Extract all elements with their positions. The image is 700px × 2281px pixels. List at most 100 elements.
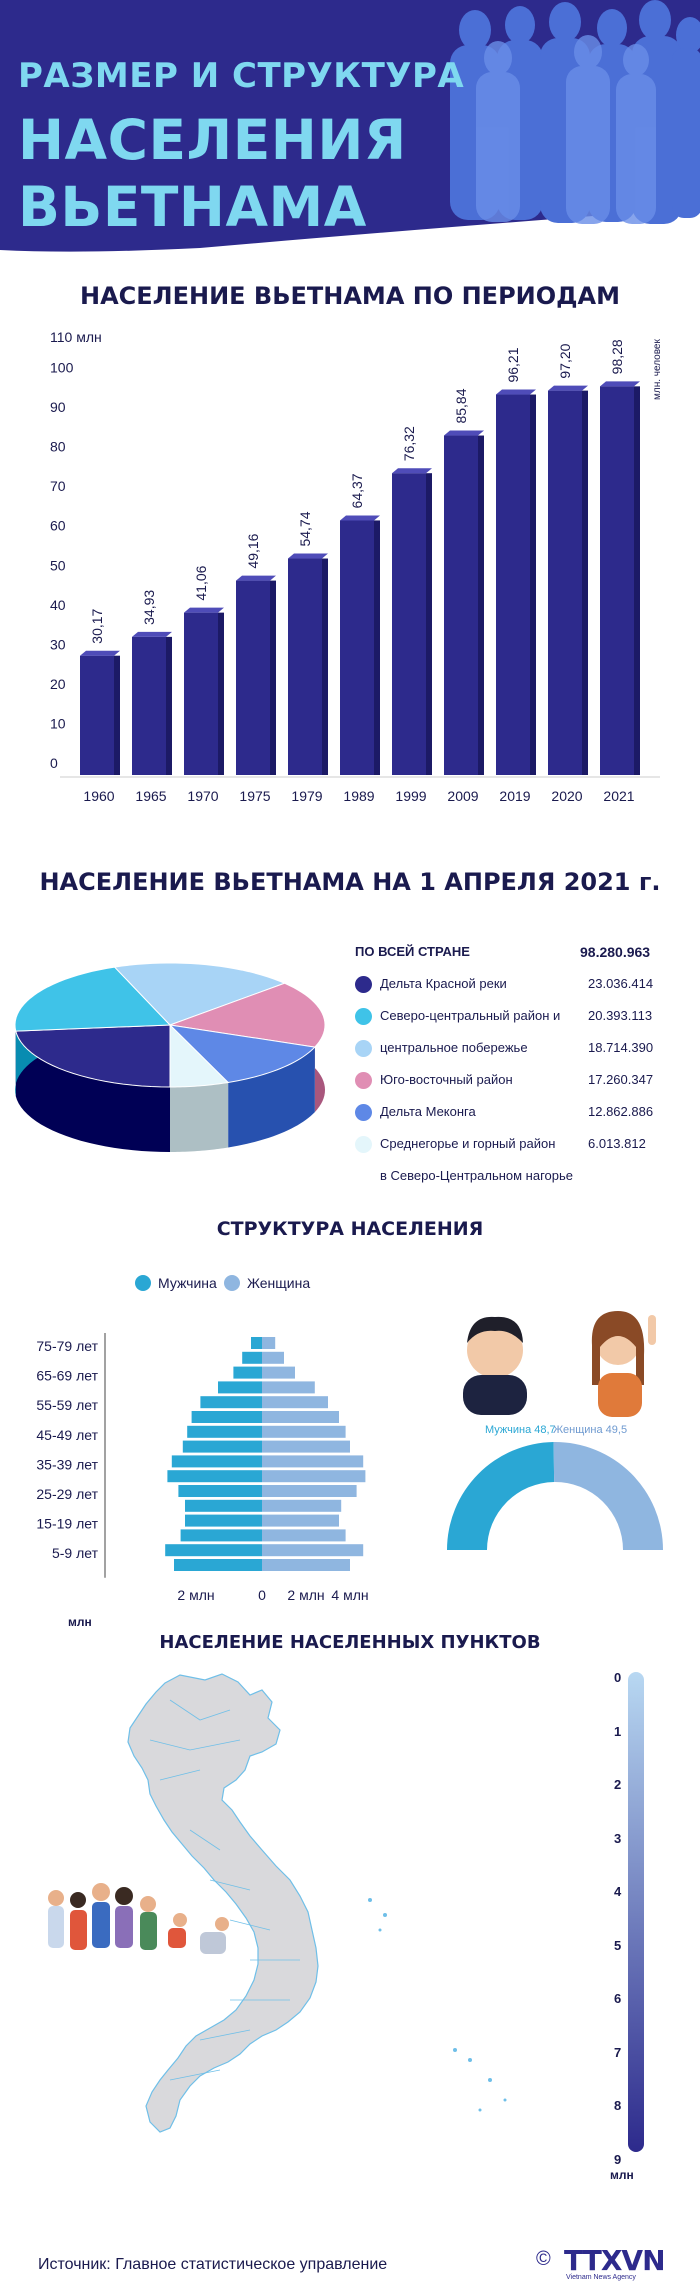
legend-value: 20.393.113 [588,1008,653,1023]
legend-label: Дельта Меконга [380,1104,476,1119]
bar-side [582,390,588,775]
legend-swatch [355,1008,372,1025]
bar-value-label: 41,06 [193,565,209,600]
scale-tick-label: 2 [614,1777,622,1792]
bar-value-label: 76,32 [401,426,417,461]
y-tick-label: 20 [50,676,66,692]
bar-side [634,386,640,775]
bar [80,655,114,775]
female-bar [262,1366,295,1379]
y-tick-label: 50 [50,557,66,573]
x-tick-label: 1970 [187,788,218,804]
bar-value-label: 30,17 [89,608,105,643]
logo-sub: Vietnam News Agency [566,2274,636,2281]
bar-side [322,558,328,775]
bar [184,612,218,775]
male-avatar-icon [467,1322,523,1378]
scale-tick-label: 3 [614,1830,622,1846]
map-title: НАСЕЛЕНИЕ НАСЕЛЕННЫХ ПУНКТОВ [159,1632,541,1653]
pie-chart-title: НАСЕЛЕНИЕ ВЬЕТНАМА НА 1 АПРЕЛЯ 2021 г. [39,868,661,896]
islands [368,1898,507,2112]
x-tick-label: 2009 [447,788,478,804]
bar-side [114,655,120,775]
age-label: 35-39 лет [36,1456,98,1472]
scale-tick-label: 9 [614,2151,622,2167]
pie-slice-side [15,1031,170,1152]
legend-value: 18.714.390 [588,1040,654,1055]
vietnam-map-shape [127,1673,319,2133]
legend-female-label: Женщина [247,1275,310,1291]
legend-label: в Северо-Центральном нагорье [380,1168,574,1183]
bar [496,394,530,775]
bar-top [600,381,640,387]
bar-side [166,636,172,775]
male-bar [182,1440,262,1453]
source-text: Источник: Главное статистическое управле… [38,2256,388,2273]
female-bar [262,1455,364,1468]
header-background [0,0,700,252]
bar [392,473,426,775]
x-tick-label: 2020 [551,788,582,804]
gauge-male-segment [447,1442,555,1550]
y-tick-label: 60 [50,518,66,534]
title-line-1: РАЗМЕР И СТРУКТУРА [18,56,465,96]
female-bar [262,1396,328,1409]
bar-top [340,515,380,521]
x-tick-label: 2 млн [177,1587,214,1603]
copyright-icon: © [536,2248,551,2270]
bar [444,435,478,775]
pie-slice [168,1024,316,1084]
scale-tick-label: 8 [614,2098,622,2113]
bar-side [218,612,224,775]
scale-tick-label: 1 [614,1723,622,1739]
bar [548,390,582,775]
scale-tick-label: 6 [614,1991,622,2006]
female-bar [262,1559,350,1571]
title-line-2: НАСЕЛЕНИЯ [18,108,407,172]
pie-slice [169,1023,230,1088]
female-bar [262,1485,357,1497]
population-periods-title: НАСЕЛЕНИЕ ВЬЕТНАМА ПО ПЕРИОДАМ [80,282,620,310]
x-tick-label: 4 млн [331,1587,368,1603]
y-tick-label: 30 [50,636,66,652]
scale-bar [628,1672,644,2152]
bar-value-label: 64,37 [349,473,365,508]
male-share-label: Мужчина 48,7 [485,1424,556,1436]
bar-top [80,650,120,656]
legend-label: Дельта Красной реки [380,976,507,991]
legend-swatch [355,1136,372,1153]
x-tick-label: 1999 [395,788,426,804]
pie-slice-side [170,1082,229,1152]
legend-swatch [355,1040,372,1057]
bar-top [548,385,588,391]
legend-value: 6.013.812 [588,1136,646,1151]
female-bar [262,1381,315,1394]
bar [340,520,374,775]
bar [236,580,270,775]
male-bar [187,1425,262,1438]
bar-value-label: 34,93 [141,590,157,625]
bar-side [270,580,276,775]
age-label: 45-49 лет [36,1427,98,1443]
female-bar [262,1351,284,1364]
title-line-3: ВЬЕТНАМА [18,175,367,239]
female-bar [262,1440,350,1453]
male-bar [178,1485,262,1497]
bar [288,558,322,775]
male-bar [251,1337,262,1349]
legend-value: 17.260.347 [588,1072,654,1087]
legend-label: Среднегорье и горный район [380,1136,556,1151]
population-structure-title: СТРУКТУРА НАСЕЛЕНИЯ [216,1218,484,1240]
x-tick-label: 2021 [603,788,634,804]
male-bar [167,1470,262,1483]
age-label: 55-59 лет [36,1397,98,1413]
ttxvn-logo: © TTXVN Vietnam News Agency [536,2244,686,2281]
bar-top [184,607,224,613]
bar-side [426,473,432,775]
bar-value-label: 96,21 [505,347,521,382]
male-bar [185,1499,262,1512]
legend-female-dot [224,1275,240,1291]
male-bar [165,1544,262,1557]
female-bar [262,1514,339,1527]
total-value: 98.280.963 [580,944,651,960]
